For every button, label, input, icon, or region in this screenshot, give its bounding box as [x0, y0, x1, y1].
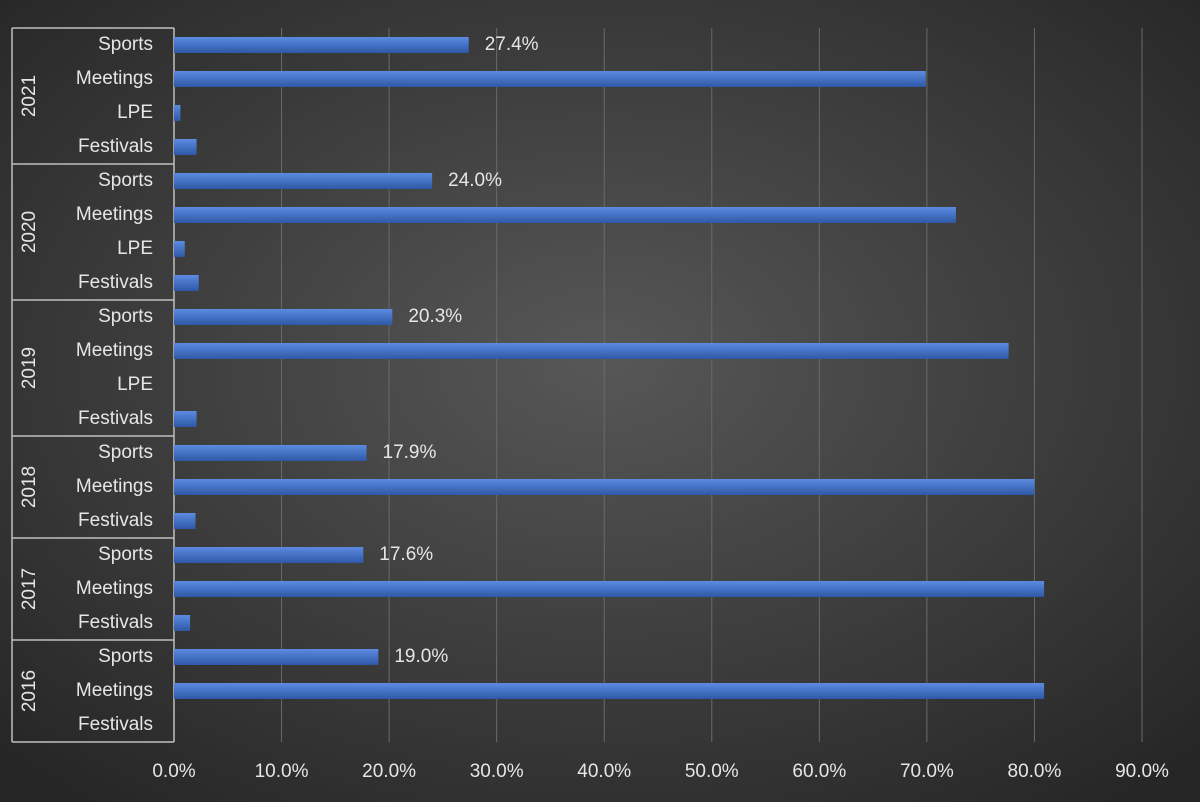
bar: [174, 581, 1045, 597]
y-tick-label: Sports: [98, 646, 153, 667]
bar: [174, 105, 181, 121]
x-tick-label: 30.0%: [470, 761, 524, 782]
x-tick-label: 70.0%: [900, 761, 954, 782]
y-tick-label: Meetings: [76, 204, 153, 225]
group-label: 2020: [19, 211, 40, 253]
bar: [174, 343, 1009, 359]
value-label: 19.0%: [394, 646, 448, 667]
bar: [174, 547, 364, 563]
y-tick-label: Festivals: [78, 612, 153, 633]
y-tick-label: Meetings: [76, 578, 153, 599]
bar: [174, 71, 926, 87]
bar: [174, 275, 199, 291]
y-tick-label: Sports: [98, 170, 153, 191]
value-label: 24.0%: [448, 170, 502, 191]
y-tick-label: Meetings: [76, 476, 153, 497]
y-tick-label: Meetings: [76, 68, 153, 89]
group-label: 2016: [19, 670, 40, 712]
y-tick-label: Sports: [98, 34, 153, 55]
x-tick-label: 80.0%: [1008, 761, 1062, 782]
bar: [174, 207, 956, 223]
x-tick-label: 90.0%: [1115, 761, 1169, 782]
y-tick-label: Meetings: [76, 680, 153, 701]
x-tick-label: 60.0%: [792, 761, 846, 782]
bar: [174, 513, 196, 529]
y-tick-label: Festivals: [78, 272, 153, 293]
y-tick-label: LPE: [117, 102, 153, 123]
bar: [174, 139, 197, 155]
bar: [174, 411, 197, 427]
y-tick-label: Sports: [98, 306, 153, 327]
bar: [174, 445, 367, 461]
value-label: 17.9%: [383, 442, 437, 463]
y-tick-label: Festivals: [78, 510, 153, 531]
x-tick-label: 20.0%: [362, 761, 416, 782]
bar: [174, 241, 185, 257]
group-label: 2018: [19, 466, 40, 508]
y-tick-label: Sports: [98, 544, 153, 565]
value-label: 27.4%: [485, 34, 539, 55]
y-tick-label: Festivals: [78, 408, 153, 429]
bar: [174, 649, 379, 665]
bar: [174, 173, 433, 189]
bar: [174, 309, 393, 325]
bar: [174, 615, 191, 631]
group-label: 2021: [19, 75, 40, 117]
bar: [174, 479, 1035, 495]
bar: [174, 37, 469, 53]
group-label: 2019: [19, 347, 40, 389]
y-tick-label: Festivals: [78, 136, 153, 157]
value-label: 20.3%: [408, 306, 462, 327]
value-label: 17.6%: [379, 544, 433, 565]
x-tick-label: 40.0%: [577, 761, 631, 782]
y-tick-label: Meetings: [76, 340, 153, 361]
group-label: 2017: [19, 568, 40, 610]
y-tick-label: LPE: [117, 238, 153, 259]
x-tick-label: 10.0%: [255, 761, 309, 782]
x-tick-label: 0.0%: [152, 761, 195, 782]
y-tick-label: Festivals: [78, 714, 153, 735]
bar: [174, 683, 1045, 699]
y-tick-label: LPE: [117, 374, 153, 395]
y-tick-label: Sports: [98, 442, 153, 463]
x-tick-label: 50.0%: [685, 761, 739, 782]
